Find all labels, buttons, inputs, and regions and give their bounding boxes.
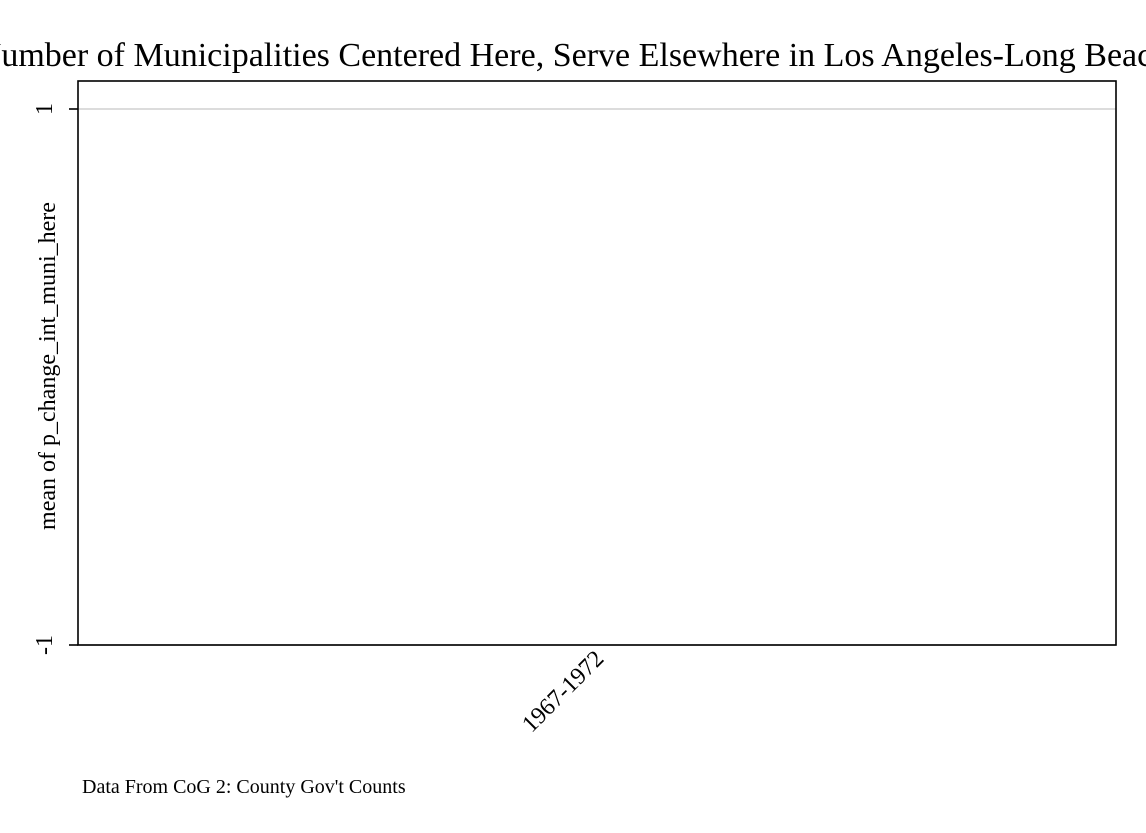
chart-note: Data From CoG 2: County Gov't Counts xyxy=(82,776,406,798)
x-tick-label: 1967-1972 xyxy=(517,646,609,738)
y-tick-label: -1 xyxy=(32,635,58,655)
chart-title: Number of Municipalities Centered Here, … xyxy=(0,37,1146,74)
y-axis: 1 -1 xyxy=(32,103,78,655)
plot-frame xyxy=(77,80,1117,646)
y-axis-label: mean of p_change_int_muni_here xyxy=(35,202,61,530)
y-tick-label: 1 xyxy=(32,103,58,115)
x-axis: 1967-1972 xyxy=(517,646,609,738)
gridlines xyxy=(78,108,1116,646)
